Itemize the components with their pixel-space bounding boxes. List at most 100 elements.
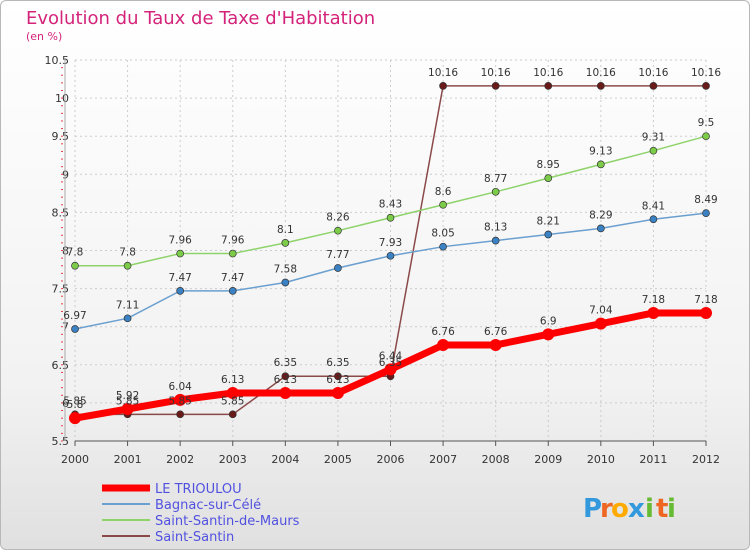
data-point — [647, 306, 660, 319]
data-point — [439, 82, 447, 90]
y-tick-label: 9.5 — [52, 130, 70, 143]
axes: 5.566.577.588.599.51010.5200020012002200… — [45, 54, 721, 466]
data-label: 7.11 — [116, 299, 139, 311]
data-point — [649, 215, 658, 224]
data-point — [702, 132, 710, 141]
logo-letter: o — [611, 494, 629, 524]
data-label: 6.13 — [326, 374, 349, 386]
logo-letter: r — [600, 494, 613, 524]
data-point — [702, 209, 710, 218]
data-point — [281, 239, 290, 247]
data-point — [228, 410, 237, 419]
legend: LE TRIOULOUBagnac-sur-CéléSaint-Santin-d… — [102, 482, 300, 545]
data-point — [700, 306, 712, 319]
y-tick-label: 5.5 — [52, 435, 70, 448]
data-point — [176, 287, 185, 295]
data-label: 8.41 — [642, 200, 665, 212]
data-label: 6.35 — [274, 357, 297, 369]
x-tick-label: 2009 — [534, 453, 562, 466]
data-label: 8.1 — [277, 224, 294, 236]
data-point — [649, 82, 658, 90]
data-label: 7.8 — [119, 247, 136, 259]
data-label: 10.16 — [638, 67, 668, 79]
data-label: 9.13 — [589, 145, 612, 157]
data-point — [594, 317, 607, 330]
data-label: 8.26 — [326, 212, 350, 224]
data-label: 9.31 — [642, 132, 665, 144]
data-label: 8.29 — [589, 209, 612, 221]
y-tick-label: 10.5 — [45, 54, 70, 67]
data-label: 7.18 — [694, 294, 717, 306]
x-tick-label: 2001 — [114, 453, 142, 466]
data-point — [123, 261, 132, 270]
logo-letter: i — [667, 494, 676, 524]
data-point — [702, 82, 710, 90]
x-tick-label: 2006 — [377, 453, 405, 466]
x-tick-label: 2007 — [429, 453, 457, 466]
data-point — [174, 393, 187, 406]
data-label: 8.43 — [379, 199, 402, 211]
data-label: 8.13 — [484, 222, 507, 234]
data-label: 6.9 — [540, 315, 557, 327]
data-label: 8.95 — [537, 159, 560, 171]
data-label: 8.05 — [431, 228, 454, 240]
data-label: 7.47 — [221, 272, 244, 284]
data-labels: 5.8 5.92 6.04 6.13 6.13 6.13 6.44 6.76 6.76 6.9 7.… — [63, 67, 721, 411]
data-label: 10.16 — [428, 67, 458, 79]
x-tick-label: 2000 — [61, 453, 89, 466]
data-point — [439, 242, 447, 251]
data-label: 7.58 — [274, 264, 297, 276]
data-point — [334, 372, 342, 381]
data-point — [544, 174, 553, 182]
series-2 — [71, 132, 710, 270]
data-point — [491, 236, 500, 245]
series-1 — [71, 209, 710, 333]
data-point — [439, 200, 447, 209]
legend-label: Saint-Santin — [155, 530, 234, 545]
data-label: 10.16 — [533, 67, 563, 79]
data-label: 10.16 — [481, 67, 511, 79]
data-label: 6.97 — [63, 310, 86, 322]
data-point — [386, 213, 395, 222]
data-point — [121, 402, 134, 415]
data-point — [71, 325, 79, 333]
data-point — [281, 278, 290, 287]
y-tick-label: 6.5 — [52, 359, 70, 372]
x-tick-label: 2008 — [482, 453, 510, 466]
data-label: 6.76 — [431, 326, 455, 338]
data-label: 8.49 — [694, 194, 717, 206]
series-0 — [69, 306, 712, 425]
data-label: 7.96 — [168, 235, 192, 247]
legend-label: Bagnac-sur-Célé — [155, 498, 261, 513]
data-point — [437, 338, 450, 351]
data-point — [489, 338, 502, 351]
data-point — [331, 386, 344, 399]
data-label: 6.35 — [326, 357, 349, 369]
x-tick-label: 2010 — [587, 453, 615, 466]
x-tick-label: 2003 — [219, 453, 247, 466]
logo-letter: t — [656, 494, 668, 524]
data-label: 5.85 — [168, 395, 191, 407]
data-point — [384, 363, 397, 376]
data-point — [544, 230, 553, 239]
data-label: 5.8 — [67, 399, 84, 411]
legend-label: Saint-Santin-de-Maurs — [155, 514, 300, 529]
y-tick-label: 7.5 — [52, 283, 70, 296]
data-label: 7.77 — [326, 249, 349, 261]
logo-letter: x — [628, 494, 645, 524]
x-tick-label: 2004 — [271, 453, 299, 466]
data-point — [649, 146, 658, 155]
data-point — [281, 372, 290, 381]
proxiti-logo: Pro x i ti — [583, 494, 676, 524]
data-label: 5.85 — [221, 395, 244, 407]
data-point — [596, 160, 605, 169]
data-label: 10.16 — [586, 67, 616, 79]
data-label: 7.93 — [379, 237, 402, 249]
data-label: 6.76 — [484, 326, 508, 338]
data-point — [228, 287, 237, 295]
x-tick-label: 2012 — [692, 453, 720, 466]
data-point — [386, 251, 395, 260]
data-point — [544, 82, 553, 90]
data-point — [69, 412, 81, 425]
data-label: 9.5 — [698, 117, 715, 129]
